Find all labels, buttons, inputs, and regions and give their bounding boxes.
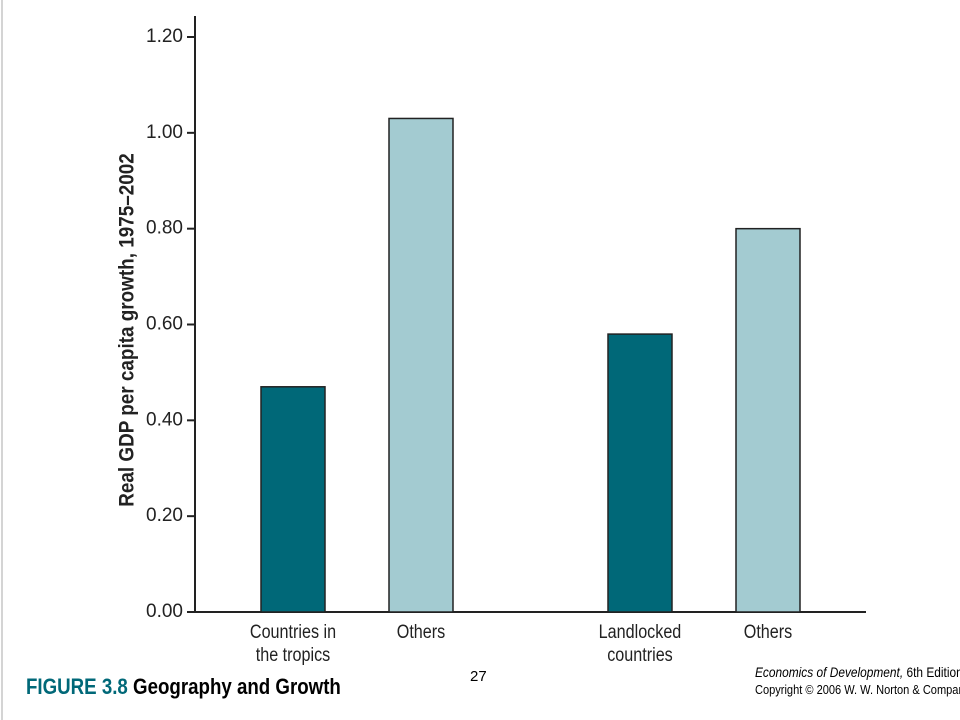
book-title: Economics of Development, [755, 664, 904, 680]
y-tick-label: 0.60 [146, 314, 183, 335]
bar [735, 227, 801, 613]
page-number: 27 [470, 668, 487, 685]
y-tick-label: 0.20 [146, 505, 183, 526]
y-tick-label: 0.40 [146, 409, 183, 430]
x-tick-label: Others [743, 622, 793, 643]
y-tick-label: 1.20 [146, 26, 183, 47]
copyright: Copyright © 2006 W. W. Norton & Company [755, 682, 960, 697]
figure-title: Geography and Growth [133, 674, 341, 699]
x-tick-label: Countries in the tropics [249, 622, 337, 666]
x-tick-label: Others [396, 622, 446, 643]
edition: 6th Edition [906, 664, 960, 680]
y-axis-label: Real GDP per capita growth, 1975–2002 [116, 153, 139, 507]
bar [607, 333, 673, 613]
y-tick-label: 0.80 [146, 218, 183, 239]
figure-number: FIGURE 3.8 [26, 674, 128, 699]
book-credit: Economics of Development, 6th Edition [755, 664, 960, 680]
bar [260, 386, 326, 613]
y-tick-label: 1.00 [146, 122, 183, 143]
x-tick-label: Landlocked countries [598, 622, 682, 666]
bar [388, 117, 454, 613]
y-tick-label: 0.00 [146, 601, 183, 622]
figure-caption: FIGURE 3.8 Geography and Growth [26, 674, 341, 700]
